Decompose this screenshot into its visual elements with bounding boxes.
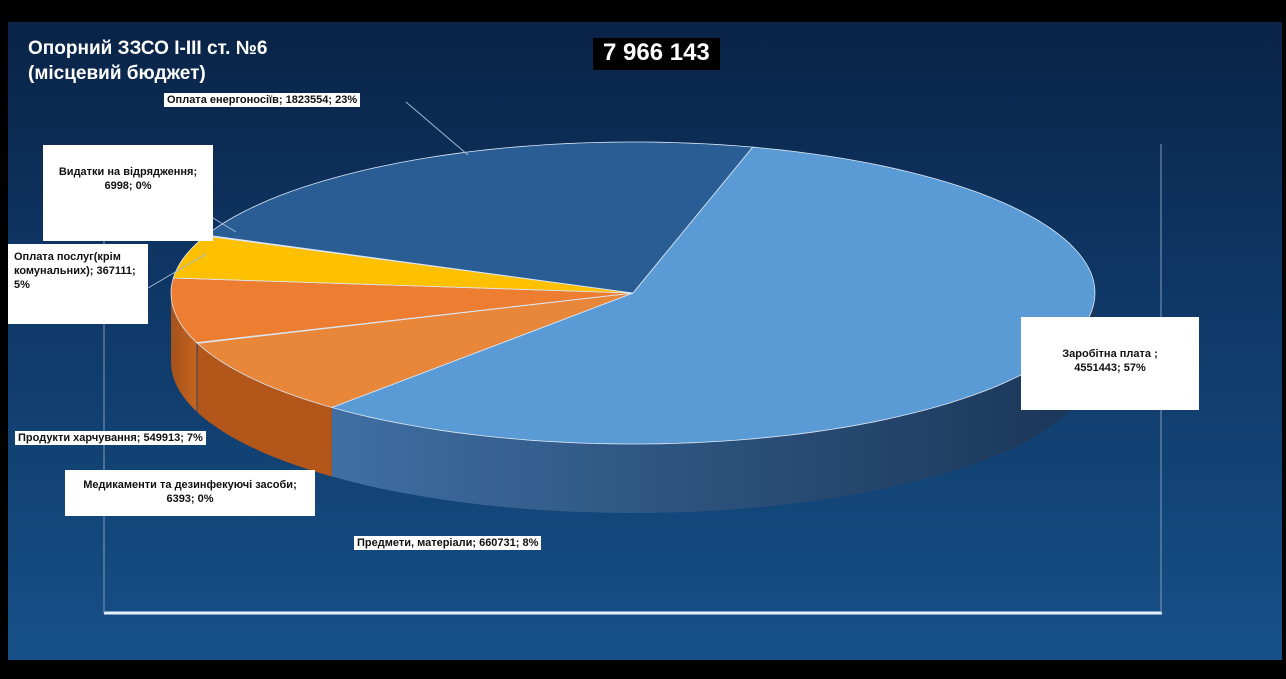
pie-slice-2 bbox=[196, 292, 634, 408]
slice-side-materials bbox=[197, 343, 332, 477]
data-label-food: Продукти харчування; 549913; 7% bbox=[15, 431, 206, 445]
pie-chart bbox=[103, 101, 1162, 615]
leader-line-services bbox=[147, 253, 207, 289]
slice-side-food bbox=[171, 293, 197, 412]
chart-frame: Опорний ЗЗСО І-ІІІ ст. №6 (місцевий бюдж… bbox=[8, 22, 1282, 660]
chart-title: Опорний ЗЗСО І-ІІІ ст. №6 (місцевий бюдж… bbox=[28, 38, 268, 84]
slices-top bbox=[170, 141, 1096, 445]
data-label-energy: Оплата енергоносіїв; 1823554; 23% bbox=[164, 93, 361, 107]
data-label-services: Оплата послуг(крім комунальних); 367111;… bbox=[8, 244, 148, 324]
data-label-salary: Заробітна плата ; 4551443; 57% bbox=[1021, 317, 1199, 410]
data-label-materials: Предмети, матеріали; 660731; 8% bbox=[354, 536, 542, 550]
slice-side-salary bbox=[331, 293, 1095, 513]
data-label-travel: Видатки на відрядження; 6998; 0% bbox=[43, 145, 213, 241]
pie-slice-7 bbox=[205, 141, 754, 294]
total-amount: 7 966 143 bbox=[593, 38, 720, 70]
pie-slice-4 bbox=[170, 277, 634, 344]
data-label-meds: Медикаменти та дезинфекуючі засоби; 6393… bbox=[65, 470, 315, 516]
leader-line-energy bbox=[405, 101, 469, 156]
